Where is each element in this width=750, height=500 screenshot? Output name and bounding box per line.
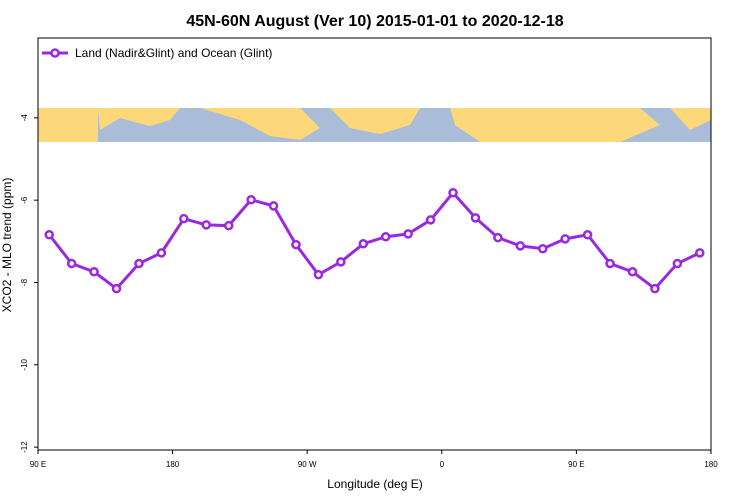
x-tick-label: 180 — [166, 460, 180, 469]
x-tick-label: 90 W — [298, 460, 317, 469]
data-point — [560, 234, 570, 244]
x-tick-label: 180 — [704, 460, 718, 469]
data-point — [291, 239, 301, 250]
data-point — [44, 229, 54, 240]
data-point — [493, 232, 503, 243]
data-point — [605, 258, 615, 269]
data-point — [156, 248, 167, 258]
data-point — [336, 257, 346, 267]
legend-label: Land (Nadir&Glint) and Ocean (Glint) — [75, 46, 272, 60]
data-point — [380, 232, 391, 242]
x-tick-label: 90 E — [30, 460, 46, 469]
y-tick-label: -12 — [20, 441, 29, 453]
data-point — [134, 258, 144, 269]
data-point — [403, 229, 413, 239]
data-point — [66, 258, 77, 269]
x-axis-label: Longitude (deg E) — [327, 477, 422, 491]
data-point — [650, 283, 660, 294]
data-point — [538, 243, 548, 254]
data-point — [313, 269, 324, 280]
data-point — [448, 188, 458, 198]
series-line — [48, 190, 701, 291]
data-point — [425, 215, 436, 225]
data-point — [582, 229, 593, 240]
data-point — [358, 239, 369, 249]
data-point — [179, 213, 189, 224]
data-point — [695, 248, 705, 258]
data-point — [515, 241, 526, 251]
data-point — [470, 213, 481, 223]
y-tick-label: -10 — [20, 358, 29, 370]
data-point — [201, 220, 211, 230]
data-point — [111, 283, 122, 294]
data-point — [627, 267, 638, 277]
data-point — [672, 258, 683, 269]
y-tick-label: -6 — [20, 196, 29, 204]
data-point — [246, 195, 256, 205]
y-tick-label: -8 — [20, 278, 29, 286]
data-point — [268, 201, 279, 211]
chart-title: 45N-60N August (Ver 10) 2015-01-01 to 20… — [186, 13, 563, 30]
legend-marker — [50, 48, 60, 58]
data-point — [89, 267, 99, 277]
y-axis-label: XCO2 - MLO trend (ppm) — [0, 178, 14, 313]
y-tick-label: -4 — [20, 114, 29, 122]
x-tick-label: 0 — [440, 460, 445, 469]
x-tick-label: 90 E — [568, 460, 584, 469]
data-point — [223, 220, 234, 231]
plot-frame — [37, 37, 712, 451]
map-strip — [38, 108, 711, 142]
